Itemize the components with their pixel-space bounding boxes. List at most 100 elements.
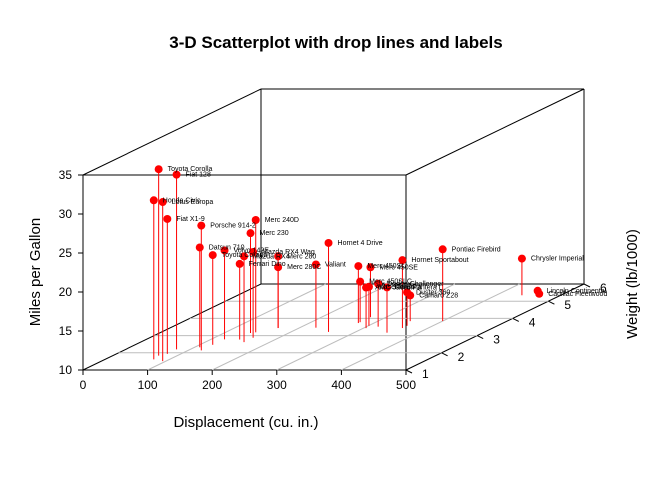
point-label: Hornet 4 Drive (338, 240, 383, 247)
data-point (197, 221, 206, 230)
data-point (374, 279, 383, 288)
data-point (246, 229, 255, 238)
z-tick-mark (583, 283, 591, 288)
point-label: Merc 450SE (379, 264, 418, 271)
z-tick-mark (441, 352, 448, 357)
y-tick-label: 20 (59, 285, 73, 299)
point-label: Datsun 710 (209, 244, 245, 251)
drop-lines (153, 169, 540, 362)
grid-line-x (147, 283, 326, 371)
point-label: Pontiac Firebird (452, 246, 501, 253)
x-tick-label: 400 (331, 378, 351, 392)
point-label: Fiat X1-9 (176, 216, 205, 223)
data-point (535, 289, 544, 298)
data-point (354, 262, 363, 271)
data-points (149, 165, 544, 300)
data-point (240, 252, 249, 261)
x-tick-label: 100 (138, 378, 158, 392)
y-tick-label: 25 (59, 246, 73, 260)
point-label: Toyota Corolla (168, 166, 213, 173)
point-label: Valiant (325, 262, 346, 269)
point-label: Mazda RX4 (253, 253, 290, 260)
z-tick-label: 3 (493, 333, 500, 347)
data-point (362, 283, 371, 292)
grid-line-x (341, 283, 520, 371)
z-tick-label: 1 (422, 367, 429, 381)
data-point (382, 283, 391, 292)
x-axis-label: Displacement (cu. in.) (173, 414, 318, 431)
z-tick-mark (476, 335, 484, 340)
point-label: Cadillac Fleetwood (548, 291, 607, 298)
data-point (220, 246, 229, 255)
data-point (149, 196, 158, 205)
data-point (251, 216, 260, 225)
data-point (208, 251, 217, 260)
data-point (274, 263, 283, 272)
point-label: Merc 240D (265, 217, 299, 224)
data-point (398, 256, 407, 265)
z-tick-mark (548, 300, 555, 305)
x-tick-label: 300 (267, 378, 287, 392)
point-label: Ferrari Dino (249, 261, 286, 268)
point-label: Merc 450SLC (369, 279, 412, 286)
z-tick-label: 5 (564, 298, 571, 312)
axis-ticks: 0 100 200 300 400 500 10 15 20 25 30 35 1 2 3 4 5 6 (59, 168, 607, 392)
point-label: Ford Pantera L (396, 284, 443, 291)
z-tick-label: 4 (529, 315, 536, 329)
z-tick-label: 2 (458, 350, 465, 364)
x-tick-label: 0 (80, 378, 87, 392)
data-point (438, 245, 447, 254)
point-label: Maserati Bora (378, 284, 422, 291)
y-tick-label: 10 (59, 363, 73, 377)
point-label: Camaro Z28 (419, 292, 458, 299)
data-point (356, 277, 365, 286)
data-point (403, 288, 412, 297)
data-point (249, 247, 258, 256)
chart-title: 3-D Scatterplot with drop lines and labe… (169, 33, 502, 52)
data-point (366, 263, 375, 272)
floor-grid (118, 283, 549, 371)
box-edge-left-bottom-depth (82, 283, 262, 371)
grid-line-x (211, 283, 391, 371)
z-axis-label: Weight (lb/1000) (624, 229, 641, 339)
point-label: Fiat 128 (186, 172, 211, 179)
point-label: Honda Civic (163, 197, 201, 204)
y-tick-label: 15 (59, 324, 73, 338)
x-tick-label: 200 (202, 378, 222, 392)
point-label: Merc 230 (259, 230, 288, 237)
data-point (324, 238, 333, 247)
data-point (235, 259, 244, 268)
y-tick-label: 35 (59, 168, 73, 182)
point-label: Porsche 914-2 (210, 223, 256, 230)
point-label: AMC Javelin (375, 285, 414, 292)
point-label: Merc 280 (287, 253, 316, 260)
box-edge-left-top-depth (82, 88, 262, 176)
point-label: Volvo 142E (234, 247, 270, 254)
point-label: Hornet Sportabout (411, 257, 468, 264)
data-point (163, 214, 172, 223)
point-label: Lotus Europa (172, 199, 214, 206)
point-label: Toyota Corona (222, 252, 268, 259)
point-label: Lincoln Continental (547, 288, 607, 295)
x-tick-label: 500 (396, 378, 416, 392)
point-label: Duster 360 (416, 289, 450, 296)
point-label: Merc 450SL (367, 263, 405, 270)
point-label: Chrysler Imperial (531, 256, 584, 263)
plot-box (82, 88, 585, 371)
box-edge-right-bottom-depth (405, 283, 585, 371)
point-labels: Lincoln Continental Chrysler Imperial Cadi… (163, 166, 608, 299)
z-tick-label: 6 (600, 281, 607, 295)
point-label: Merc 280C (287, 264, 321, 271)
z-tick-mark (405, 369, 413, 374)
data-point (274, 252, 283, 261)
data-point (311, 260, 320, 269)
data-point (154, 165, 163, 174)
point-label: Dodge Challenger (387, 281, 444, 288)
data-point (158, 198, 167, 207)
data-point (172, 170, 181, 179)
z-tick-mark (512, 317, 520, 322)
data-point (517, 254, 526, 263)
data-point (195, 243, 204, 252)
